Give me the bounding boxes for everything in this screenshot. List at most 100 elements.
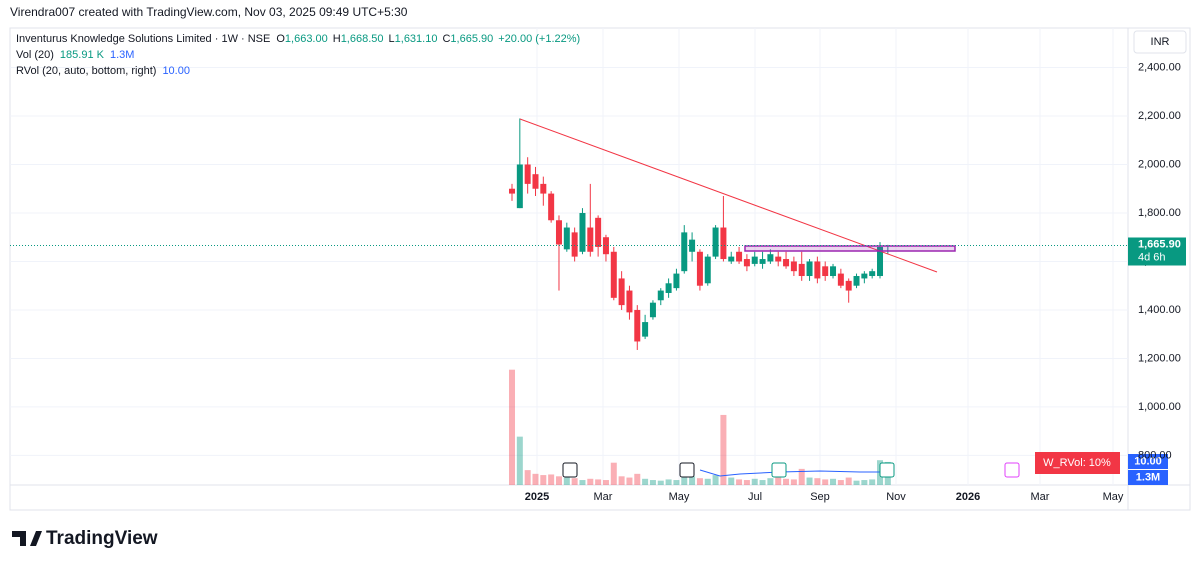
candle-body <box>704 256 711 284</box>
volume-legend-name: Vol (20) <box>16 49 54 61</box>
volume-legend-value: 185.91 K <box>60 49 105 61</box>
last-price-badge <box>1128 237 1186 266</box>
candle-body <box>712 227 719 257</box>
candle-body <box>689 239 696 252</box>
volume-bar <box>845 477 852 485</box>
volume-bar <box>532 473 539 485</box>
ohlc-key: O <box>276 33 285 45</box>
volume-bar <box>712 475 719 485</box>
candle-body <box>696 251 703 286</box>
volume-bar <box>571 478 578 485</box>
currency: INR <box>1151 36 1170 48</box>
earnings-markers <box>562 462 1020 478</box>
volume-bar <box>830 478 837 485</box>
volume-bar <box>822 479 829 485</box>
earnings-icon[interactable] <box>771 462 787 478</box>
y-tick-label: 1,000.00 <box>1138 401 1181 413</box>
volume-bar <box>759 480 766 485</box>
volume-bar <box>790 479 797 485</box>
candle-body <box>822 266 829 277</box>
y-tick-label: 800.00 <box>1138 449 1172 461</box>
volume-bar <box>767 478 774 485</box>
candle-body <box>524 164 531 184</box>
candle-body <box>665 283 672 293</box>
volume-bar <box>736 479 743 485</box>
volume-bar <box>861 480 868 485</box>
volume-bar <box>516 436 523 485</box>
candle-body <box>595 217 602 247</box>
header: Virendra007 created with TradingView.com… <box>10 5 408 19</box>
grid <box>10 28 1128 485</box>
candle-body <box>555 220 562 245</box>
last-price-label: 1,665.90 <box>1138 238 1181 250</box>
volume-bar <box>696 478 703 485</box>
volume-bar <box>728 477 735 485</box>
candle-body <box>649 302 656 318</box>
volume-bar <box>720 414 727 485</box>
volume-ma <box>699 469 887 477</box>
alert-label: W_RVol: 10% <box>1043 457 1111 469</box>
volume-pane <box>509 369 891 485</box>
volume-bar <box>540 475 547 485</box>
volume-bar <box>806 477 813 485</box>
candle-body <box>853 276 860 286</box>
x-tick-label: Mar <box>1031 491 1050 503</box>
earnings-icon[interactable] <box>562 462 578 478</box>
candle-body <box>877 246 884 277</box>
candle-body <box>845 280 852 291</box>
x-tick-label: Sep <box>810 491 830 503</box>
earnings-icon[interactable] <box>1004 462 1020 478</box>
candle-body <box>837 273 844 286</box>
volume-bar <box>509 369 515 485</box>
volume-bar <box>626 477 633 485</box>
rvol-legend-value: 10.00 <box>162 65 190 77</box>
ohlc-value: 1,631.10 <box>395 33 438 45</box>
earnings-icon[interactable] <box>879 462 895 478</box>
candle-body <box>618 278 625 306</box>
candle-body <box>681 232 688 272</box>
candle-body <box>579 212 586 252</box>
volume-bar <box>775 477 782 485</box>
ohlc-key: H <box>333 33 341 45</box>
volume-bar <box>579 480 586 485</box>
candle-body <box>869 271 876 277</box>
x-tick-label: Nov <box>886 491 906 503</box>
x-tick-label: Mar <box>594 491 613 503</box>
earnings-icon[interactable] <box>679 462 695 478</box>
candle-body <box>673 273 680 289</box>
y-tick-label: 2,000.00 <box>1138 158 1181 170</box>
candle-body <box>571 232 578 257</box>
candle-body <box>602 237 609 255</box>
currency-box[interactable] <box>1133 30 1187 54</box>
volume-bar <box>681 477 688 485</box>
candle-body <box>767 254 774 262</box>
y-tick-label: 1,400.00 <box>1138 304 1181 316</box>
volume-bar <box>548 474 555 485</box>
x-tick-label: 2026 <box>956 491 980 503</box>
candle-body <box>751 256 758 264</box>
ohlc-value: 1,668.50 <box>341 33 384 45</box>
candle-body <box>720 227 727 260</box>
candle-body <box>516 164 523 209</box>
volume-bar <box>869 479 876 485</box>
logo: TradingView <box>12 528 158 549</box>
candle-body <box>814 261 821 279</box>
volume-bar <box>555 476 562 485</box>
candle-body <box>642 322 649 337</box>
candle-body <box>587 227 594 252</box>
ohlc-key: L <box>389 33 395 45</box>
candle-body <box>861 273 868 279</box>
candle-body <box>657 290 664 301</box>
y-tick-label: 2,200.00 <box>1138 110 1181 122</box>
volume-bar <box>665 479 672 485</box>
candle-body <box>548 193 555 221</box>
volume-bar <box>814 478 821 485</box>
candle-body <box>509 188 515 194</box>
y-tick-label: 1,800.00 <box>1138 207 1181 219</box>
y-tick-label: 2,400.00 <box>1138 61 1181 73</box>
volume-bar <box>673 480 680 485</box>
y-tick-label: 1,200.00 <box>1138 352 1181 364</box>
volume-bar <box>595 479 602 485</box>
